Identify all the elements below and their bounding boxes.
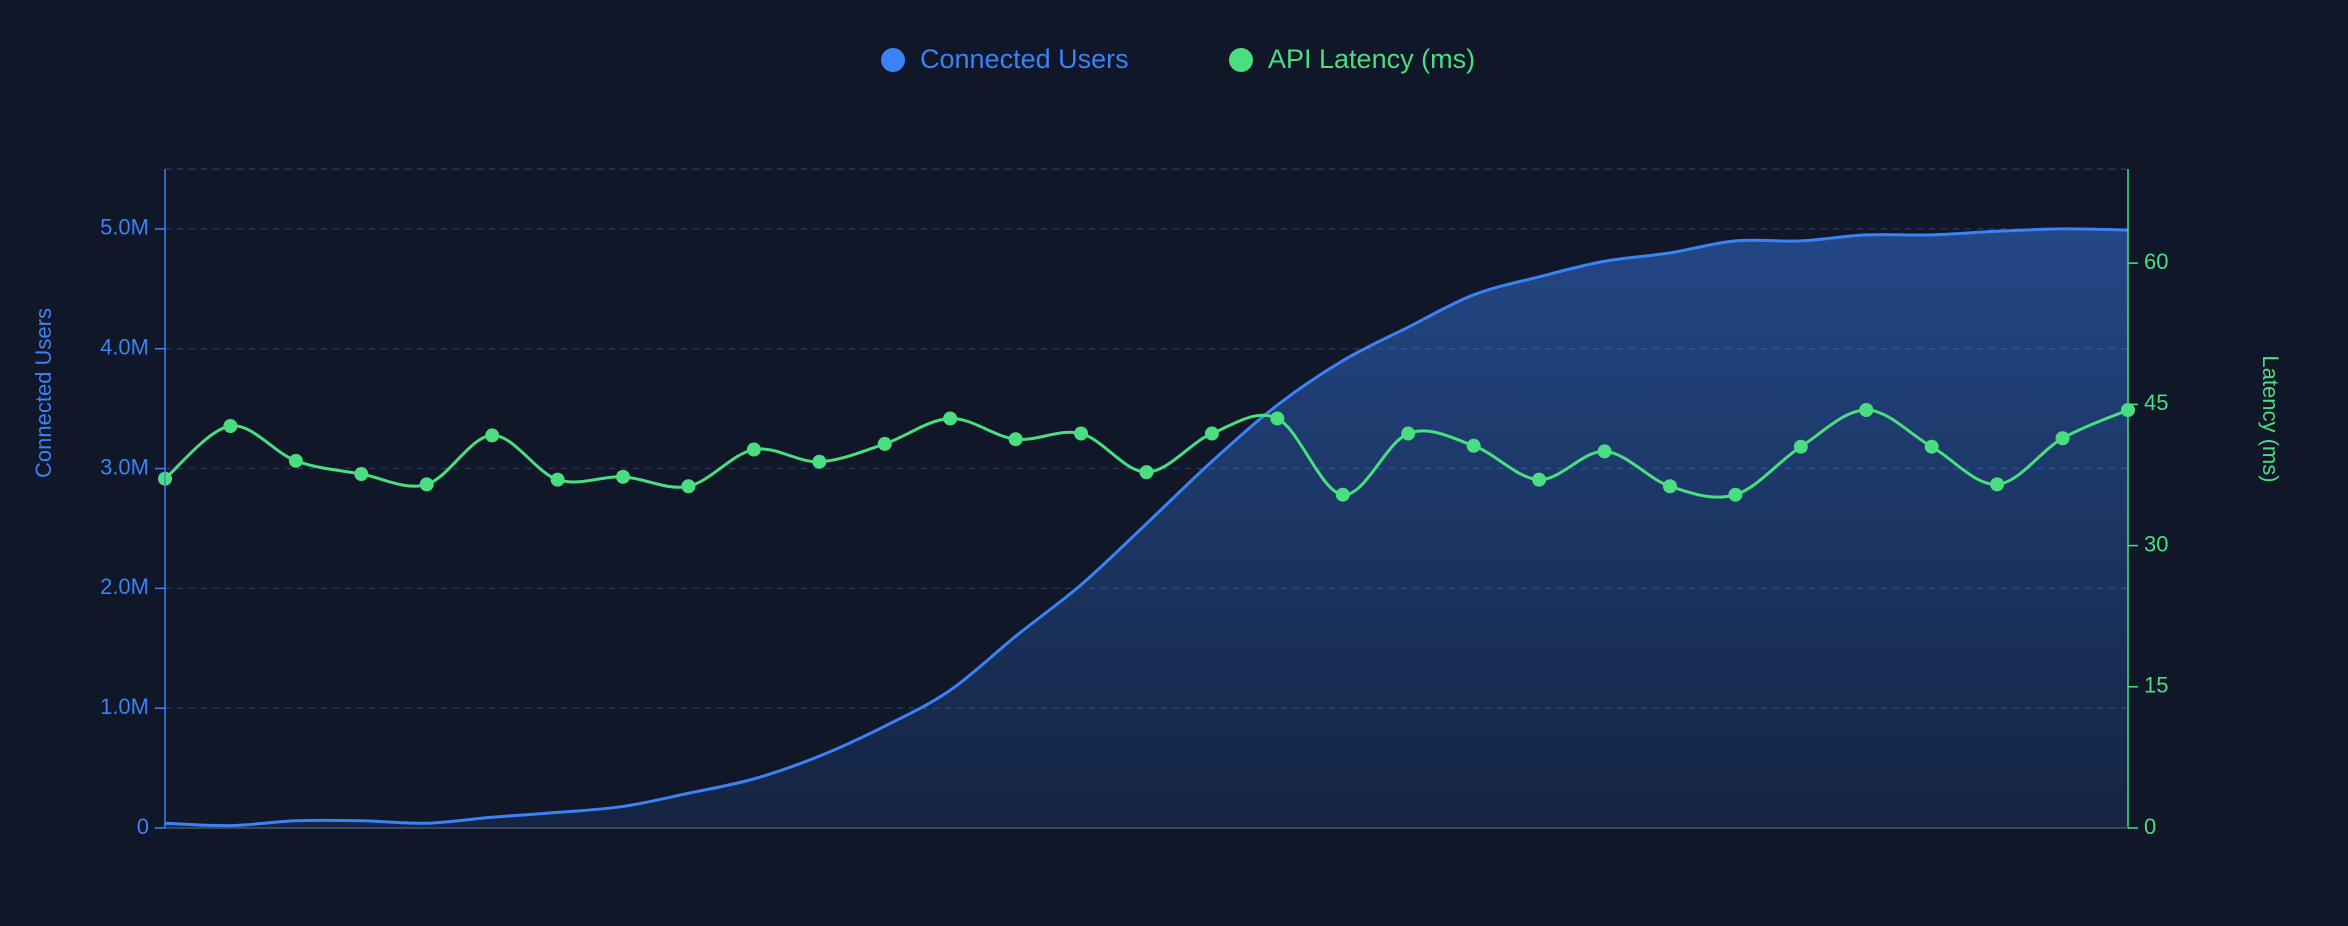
y-axis-title: Connected Users — [31, 308, 56, 478]
point — [746, 442, 761, 457]
series-line — [164, 227, 2129, 828]
y-tick-label: 4.0M — [100, 335, 149, 360]
point — [1662, 479, 1677, 494]
series-area — [165, 228, 2128, 829]
legend-marker — [881, 48, 905, 72]
y2-tick-label: 60 — [2144, 249, 2168, 274]
y2-tick-label: 45 — [2144, 390, 2168, 415]
point — [1532, 472, 1547, 487]
point — [2055, 431, 2070, 446]
legend-label: API Latency (ms) — [1268, 44, 1475, 74]
point — [877, 436, 892, 451]
point — [1270, 411, 1285, 426]
point — [1924, 439, 1939, 454]
point — [550, 472, 565, 487]
y2-tick-label: 15 — [2144, 673, 2168, 698]
point — [419, 477, 434, 492]
point — [288, 453, 303, 468]
point — [616, 469, 631, 484]
y2-tick-label: 0 — [2144, 814, 2156, 839]
y2-axis-title: Latency (ms) — [2258, 355, 2283, 482]
point — [1204, 426, 1219, 441]
point — [354, 467, 369, 482]
legend-marker — [1229, 48, 1253, 72]
point — [812, 454, 827, 469]
y-tick-label: 3.0M — [100, 454, 149, 479]
point — [1728, 487, 1743, 502]
point — [1401, 426, 1416, 441]
y-tick-label: 1.0M — [100, 694, 149, 719]
point — [1597, 444, 1612, 459]
point — [681, 479, 696, 494]
point — [223, 419, 238, 434]
y-tick-label: 2.0M — [100, 574, 149, 599]
point — [1793, 439, 1808, 454]
point — [1335, 487, 1350, 502]
point — [1008, 432, 1023, 447]
legend-label: Connected Users — [920, 44, 1129, 74]
point — [943, 411, 958, 426]
point — [1139, 465, 1154, 480]
point — [485, 428, 500, 443]
point — [1990, 477, 2005, 492]
y-tick-label: 0 — [137, 814, 149, 839]
point — [1466, 438, 1481, 453]
y2-tick-label: 30 — [2144, 531, 2168, 556]
point — [1859, 403, 1874, 418]
y-tick-label: 5.0M — [100, 215, 149, 240]
point — [1074, 426, 1089, 441]
